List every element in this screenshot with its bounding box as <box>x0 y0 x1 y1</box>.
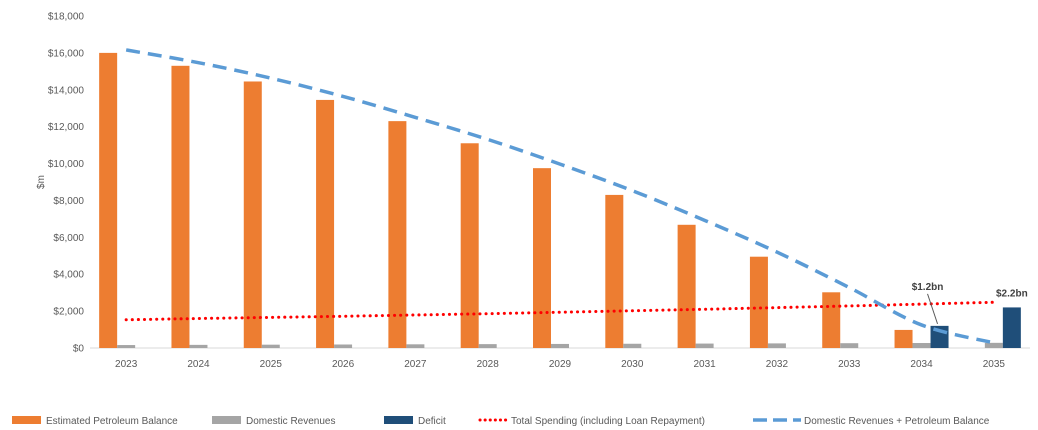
legend: Estimated Petroleum Balance Domestic Reve… <box>12 416 990 427</box>
leader-line <box>927 293 939 325</box>
bar-estimated-petroleum-balance <box>677 224 696 348</box>
legend-swatch <box>384 416 413 424</box>
bar-domestic-revenues <box>478 344 497 348</box>
x-tick-label: 2025 <box>260 359 283 370</box>
y-tick-label: $0 <box>73 344 85 355</box>
bar-estimated-petroleum-balance <box>460 143 479 348</box>
bar-estimated-petroleum-balance <box>388 121 407 348</box>
y-tick-label: $12,000 <box>48 122 85 133</box>
x-tick-label: 2026 <box>332 359 355 370</box>
bar-domestic-revenues <box>840 343 859 348</box>
x-tick-label: 2023 <box>115 359 138 370</box>
y-axis-ticks: $0 $2,000 $4,000 $6,000 $8,000 $10,000 $12,000… <box>48 12 85 355</box>
bar-domestic-revenues <box>334 344 353 348</box>
data-label: $1.2bn <box>912 282 944 293</box>
bar-domestic-revenues <box>551 343 569 348</box>
x-tick-label: 2030 <box>621 359 644 370</box>
bar-domestic-revenues <box>189 344 208 348</box>
legend-label: Total Spending (including Loan Repayment… <box>511 416 705 427</box>
bar-estimated-petroleum-balance <box>171 65 190 349</box>
y-tick-label: $18,000 <box>48 12 85 23</box>
y-tick-label: $6,000 <box>53 233 84 244</box>
bar-domestic-revenues <box>117 345 136 348</box>
legend-swatch <box>12 416 41 424</box>
y-tick-label: $14,000 <box>48 85 85 96</box>
y-tick-label: $4,000 <box>53 270 84 281</box>
bar-estimated-petroleum-balance <box>99 52 118 349</box>
bar-estimated-petroleum-balance <box>533 168 551 348</box>
y-tick-label: $10,000 <box>48 159 85 170</box>
bars <box>99 52 1021 349</box>
x-tick-label: 2027 <box>404 359 427 370</box>
bar-deficit <box>1002 307 1021 348</box>
legend-swatch <box>212 416 241 424</box>
x-tick-label: 2031 <box>693 359 716 370</box>
bar-estimated-petroleum-balance <box>749 256 768 348</box>
bar-domestic-revenues <box>767 343 786 348</box>
lines <box>124 48 996 345</box>
x-axis-ticks: 2023 2024 2025 2026 2027 2028 2029 2030 2031 2032… <box>90 347 1030 370</box>
legend-label: Domestic Revenues + Petroleum Balance <box>804 416 990 427</box>
y-axis-title: $m <box>36 175 47 189</box>
bar-domestic-revenues <box>261 344 280 348</box>
annotations: $1.2bn $2.2bn <box>912 282 1028 325</box>
bar-domestic-revenues <box>623 343 642 348</box>
x-tick-label: 2035 <box>983 359 1006 370</box>
line-domestic-revenues-petroleum-balance <box>125 48 995 345</box>
y-axis-label: $m <box>36 175 47 189</box>
x-tick-label: 2029 <box>549 359 572 370</box>
legend-item-domestic-revenues: Domestic Revenues <box>212 416 335 427</box>
bar-estimated-petroleum-balance <box>605 194 624 348</box>
y-tick-label: $2,000 <box>53 307 84 318</box>
legend-item-deficit: Deficit <box>384 416 446 427</box>
bar-domestic-revenues <box>912 343 931 348</box>
bar-estimated-petroleum-balance <box>894 329 913 348</box>
x-tick-label: 2033 <box>838 359 861 370</box>
bar-domestic-revenues <box>406 344 425 348</box>
data-label: $2.2bn <box>996 288 1028 299</box>
legend-item-estimated-petroleum-balance: Estimated Petroleum Balance <box>12 416 178 427</box>
y-tick-label: $16,000 <box>48 48 85 59</box>
line-total-spending-including-loan-repayment <box>124 300 996 322</box>
legend-item-domestic-revenues-petroleum-balance: Domestic Revenues + Petroleum Balance <box>753 416 990 427</box>
legend-label: Deficit <box>418 416 446 427</box>
x-tick-label: 2032 <box>766 359 789 370</box>
bar-estimated-petroleum-balance <box>316 99 335 348</box>
y-tick-label: $8,000 <box>53 196 84 207</box>
x-tick-label: 2028 <box>477 359 500 370</box>
bar-estimated-petroleum-balance <box>822 292 841 348</box>
x-tick-label: 2034 <box>910 359 933 370</box>
bar-estimated-petroleum-balance <box>243 81 262 348</box>
legend-label: Estimated Petroleum Balance <box>46 416 178 427</box>
bar-domestic-revenues <box>695 343 714 348</box>
legend-item-total-spending-including-loan-repayment: Total Spending (including Loan Repayment… <box>478 416 705 427</box>
legend-label: Domestic Revenues <box>246 416 335 427</box>
bar-domestic-revenues <box>984 342 1003 348</box>
x-tick-label: 2024 <box>187 359 210 370</box>
